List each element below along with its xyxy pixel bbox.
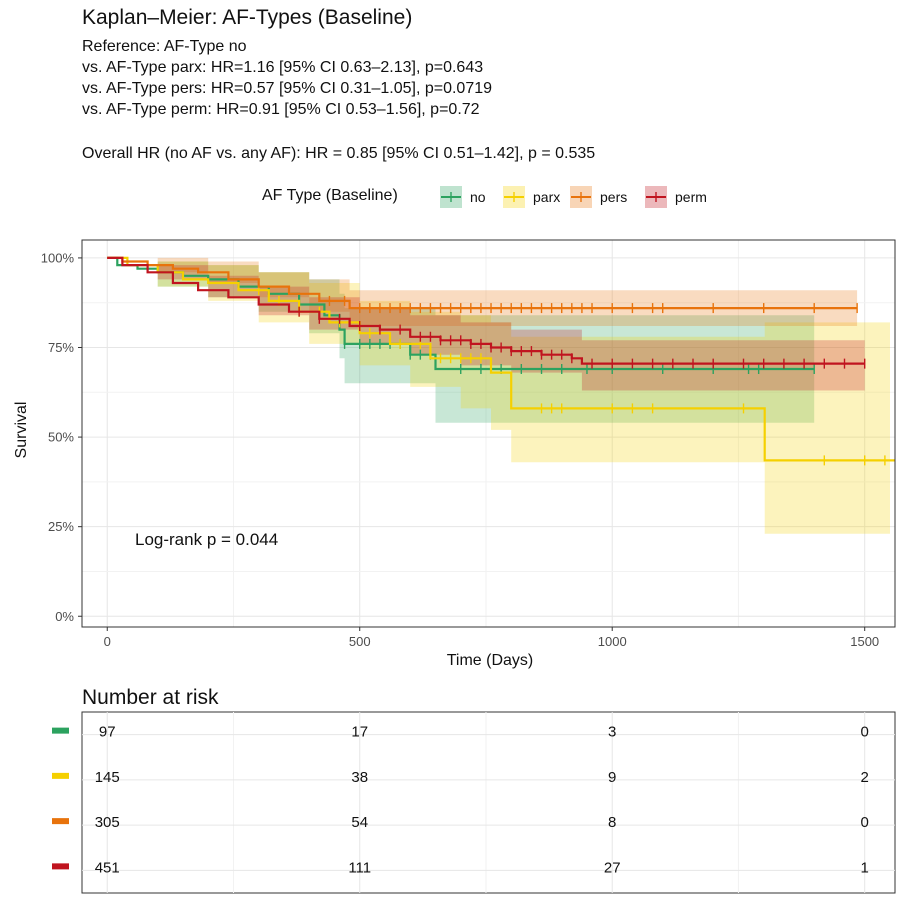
risk-count-parx: 145 [95, 769, 120, 786]
legend-item-perm: perm [645, 186, 707, 208]
x-axis-label: Time (Days) [446, 652, 534, 669]
risk-count-pers: 0 [861, 814, 869, 831]
curve-perm [107, 256, 865, 365]
legend-label-no: no [470, 189, 486, 205]
legend-item-no: no [440, 186, 486, 208]
risk-count-no: 0 [861, 724, 869, 741]
legend-label-pers: pers [600, 189, 627, 205]
risk-count-no: 97 [99, 724, 116, 741]
risk-count-perm: 111 [348, 859, 371, 876]
risk-table-title: Number at risk [82, 686, 219, 709]
risk-count-perm: 1 [861, 859, 869, 876]
subtitle-line-2: vs. AF-Type parx: HR=1.16 [95% CI 0.63–2… [82, 59, 484, 76]
risk-count-pers: 8 [608, 814, 616, 831]
risk-count-parx: 2 [861, 769, 869, 786]
risk-row-swatch-perm [52, 863, 69, 870]
risk-count-parx: 9 [608, 769, 616, 786]
risk-count-pers: 54 [351, 814, 368, 831]
overall-hr-text: Overall HR (no AF vs. any AF): HR = 0.85… [82, 145, 596, 162]
risk-count-parx: 38 [351, 769, 368, 786]
x-tick-label: 1500 [850, 634, 879, 649]
ci-band-perm [107, 257, 865, 391]
plot-grid [82, 240, 895, 627]
risk-count-no: 3 [608, 724, 616, 741]
chart-title: Kaplan–Meier: AF-Types (Baseline) [82, 6, 413, 29]
ci-band-parx [107, 257, 890, 534]
risk-row-swatch-pers [52, 818, 69, 825]
legend-item-pers: pers [570, 186, 627, 208]
y-tick-label: 100% [41, 250, 75, 265]
subtitle-line-3: vs. AF-Type pers: HR=0.57 [95% CI 0.31–1… [82, 80, 493, 97]
risk-table-border [81, 711, 896, 894]
risk-count-pers: 305 [95, 814, 120, 831]
x-tick-label: 1000 [598, 634, 627, 649]
risk-count-no: 17 [351, 724, 368, 741]
risk-table-grid [82, 712, 895, 893]
x-tick-label: 500 [349, 634, 371, 649]
curve-parx [107, 256, 895, 462]
subtitle-line-4: vs. AF-Type perm: HR=0.91 [95% CI 0.53–1… [82, 101, 480, 118]
legend-item-parx: parx [503, 186, 560, 208]
risk-row-swatch-parx [52, 772, 69, 779]
risk-count-perm: 451 [95, 859, 120, 876]
curve-pers [107, 256, 858, 310]
risk-count-perm: 27 [604, 859, 621, 876]
legend-title: AF Type (Baseline) [262, 187, 398, 204]
survival-curves [107, 256, 895, 466]
legend-label-perm: perm [675, 189, 707, 205]
subtitle-line-1: Reference: AF-Type no [82, 38, 247, 55]
y-tick-label: 0% [55, 609, 74, 624]
y-tick-label: 75% [48, 340, 74, 355]
y-tick-label: 50% [48, 430, 74, 445]
logrank-annotation: Log-rank p = 0.044 [135, 530, 279, 549]
ci-bands [107, 257, 890, 534]
risk-row-swatch-no [52, 727, 69, 734]
plot-panel-border [81, 239, 896, 628]
y-tick-label: 25% [48, 519, 74, 534]
legend-label-parx: parx [533, 189, 560, 205]
x-tick-label: 0 [104, 634, 111, 649]
